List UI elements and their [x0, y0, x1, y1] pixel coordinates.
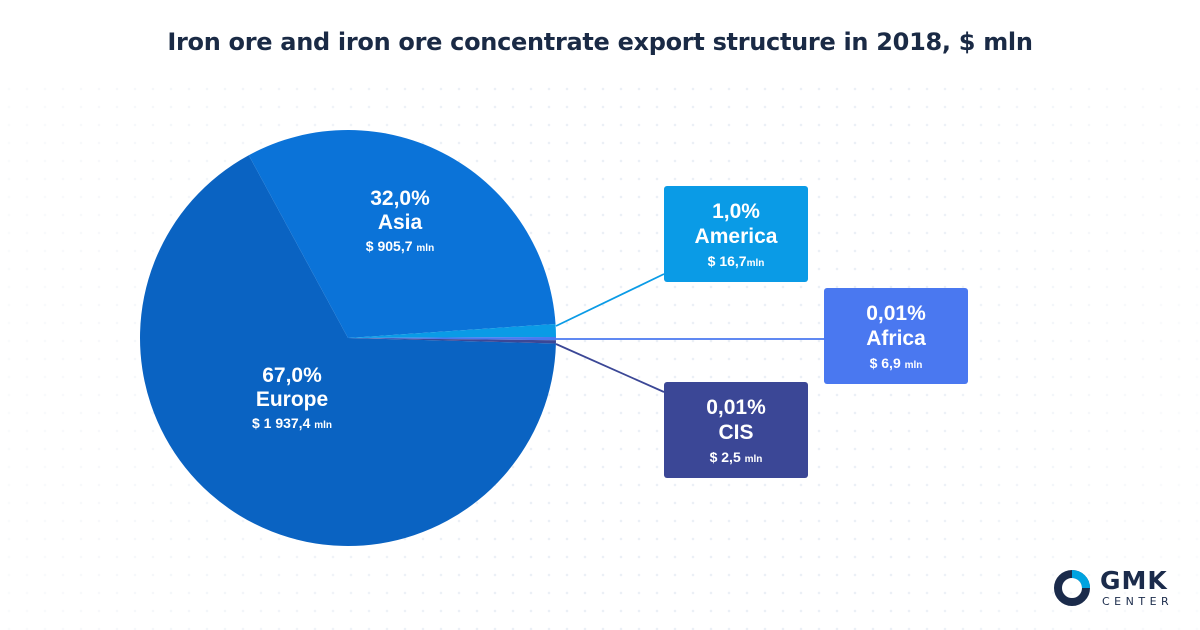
pie-slices [139, 129, 556, 547]
slice-name-asia: Asia [378, 211, 423, 234]
callout-name-america: America [695, 225, 778, 248]
leader-line-america [555, 273, 665, 327]
slice-unit-asia: mln [416, 243, 434, 254]
slice-value-europe: $ 1 937,4 mln [252, 415, 332, 431]
callout-box-africa [824, 288, 968, 384]
callout-unit-america: mln [747, 258, 765, 269]
logo-ring-icon [1054, 570, 1090, 606]
leader-line-cis [555, 343, 665, 393]
pie-slice-asia [248, 129, 556, 338]
callout-cis: 0,01%CIS$ 2,5 mln [555, 343, 808, 478]
callout-percent-america: 1,0% [712, 200, 760, 223]
callout-unit-cis: mln [745, 454, 763, 465]
callout-africa: 0,01%Africa$ 6,9 mln [556, 288, 968, 384]
gmk-center-logo: GMK CENTER [1052, 566, 1182, 612]
pie-slice-europe [139, 155, 556, 547]
slice-name-europe: Europe [256, 388, 328, 411]
callout-unit-africa: mln [905, 360, 923, 371]
callout-box-cis [664, 382, 808, 478]
callout-name-cis: CIS [718, 421, 753, 444]
callout-box-america [664, 186, 808, 282]
pie-slice-cis [348, 338, 556, 344]
callout-name-africa: Africa [866, 327, 926, 350]
pie-slice-africa [348, 336, 556, 341]
chart-title: Iron ore and iron ore concentrate export… [167, 28, 1033, 56]
callout-america: 1,0%America$ 16,7mln [555, 186, 808, 327]
logo-subtitle: CENTER [1102, 595, 1174, 608]
pie-slice-america [348, 323, 556, 338]
slice-unit-europe: mln [314, 420, 332, 431]
logo-name: GMK [1100, 566, 1168, 595]
slice-percent-asia: 32,0% [370, 187, 430, 210]
slice-percent-europe: 67,0% [262, 364, 322, 387]
slice-label-europe: 67,0%Europe $ 1 937,4 mln [252, 364, 332, 431]
callout-percent-africa: 0,01% [866, 302, 926, 325]
callout-percent-cis: 0,01% [706, 396, 766, 419]
